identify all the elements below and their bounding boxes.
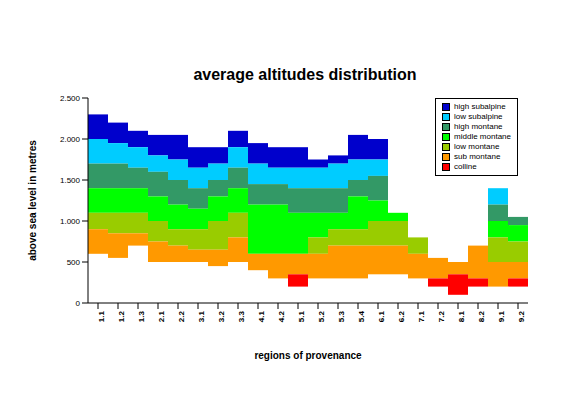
svg-text:9.1: 9.1 xyxy=(497,310,506,322)
svg-text:0: 0 xyxy=(76,299,81,308)
html-text:middle montane: middle montane xyxy=(454,132,511,141)
svg-text:7.2: 7.2 xyxy=(437,310,446,322)
svg-text:2.1: 2.1 xyxy=(157,310,166,322)
svg-text:1.3: 1.3 xyxy=(137,310,146,322)
svg-text:above sea level in metres: above sea level in metres xyxy=(27,140,38,261)
html-text:average altitudes distribution: average altitudes distribution xyxy=(193,66,417,83)
svg-text:3.3: 3.3 xyxy=(237,310,246,322)
svg-text:3.2: 3.2 xyxy=(217,310,226,322)
svg-text:2.000: 2.000 xyxy=(60,135,81,144)
svg-text:5.2: 5.2 xyxy=(317,310,326,322)
svg-text:3.1: 3.1 xyxy=(197,310,206,322)
svg-text:9.2: 9.2 xyxy=(517,310,526,322)
svg-text:500: 500 xyxy=(67,258,81,267)
svg-text:1.1: 1.1 xyxy=(97,310,106,322)
svg-text:regions of provenance: regions of provenance xyxy=(254,350,362,361)
html-text:colline: colline xyxy=(454,162,477,171)
svg-text:6.1: 6.1 xyxy=(377,310,386,322)
svg-text:5.1: 5.1 xyxy=(297,310,306,322)
svg-text:8.2: 8.2 xyxy=(477,310,486,322)
html-text:high subalpine: high subalpine xyxy=(454,102,506,111)
html-text:high montane: high montane xyxy=(454,122,503,131)
html-text:low subalpine: low subalpine xyxy=(454,112,503,121)
svg-text:4.2: 4.2 xyxy=(277,310,286,322)
svg-text:5.3: 5.3 xyxy=(337,310,346,322)
html-text:low montane: low montane xyxy=(454,142,500,151)
html-text:sub montane: sub montane xyxy=(454,152,501,161)
svg-text:1.000: 1.000 xyxy=(60,217,81,226)
svg-text:2.500: 2.500 xyxy=(60,94,81,103)
svg-text:7.1: 7.1 xyxy=(417,310,426,322)
svg-text:1.2: 1.2 xyxy=(117,310,126,322)
svg-text:4.1: 4.1 xyxy=(257,310,266,322)
svg-text:6.2: 6.2 xyxy=(397,310,406,322)
svg-text:8.1: 8.1 xyxy=(457,310,466,322)
svg-text:2.2: 2.2 xyxy=(177,310,186,322)
svg-text:5.4: 5.4 xyxy=(357,310,366,322)
svg-text:1.500: 1.500 xyxy=(60,176,81,185)
